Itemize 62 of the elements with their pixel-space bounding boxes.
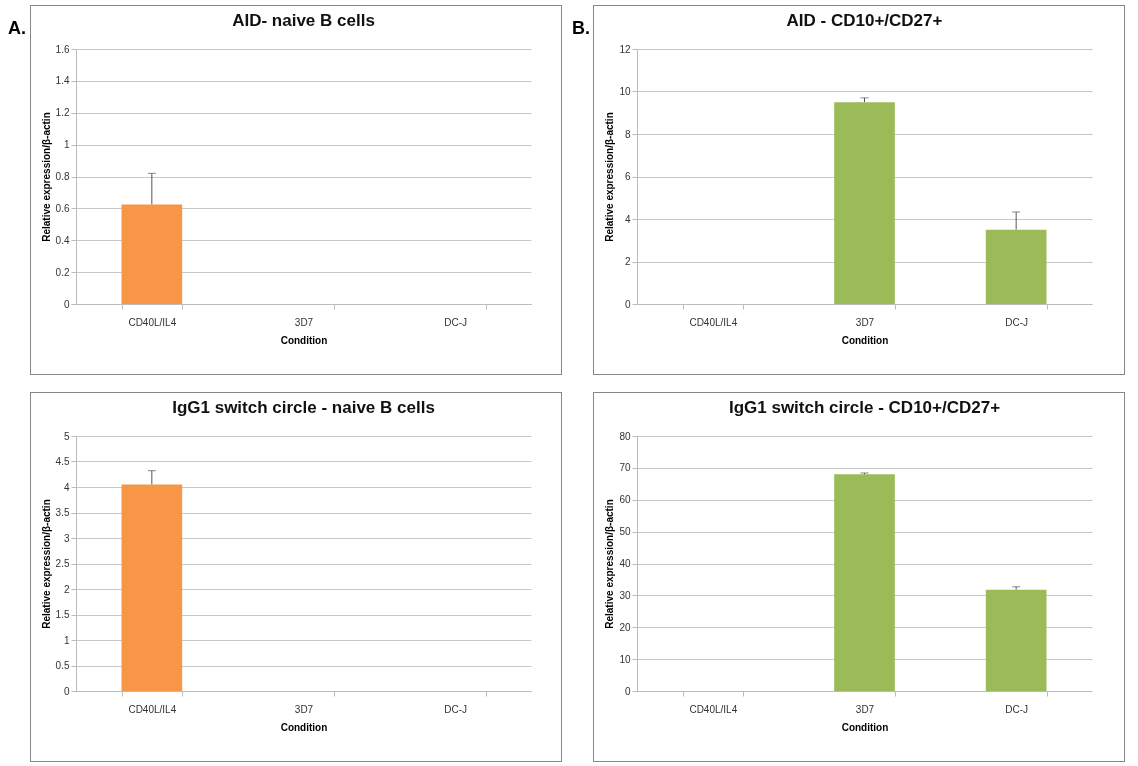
chart-title: IgG1 switch circle - CD10+/CD27+ xyxy=(728,398,1001,417)
x-tick-label: 3D7 xyxy=(294,703,314,715)
chart-title: AID- naive B cells xyxy=(232,11,375,30)
y-axis-title: Relative expression/β-actin xyxy=(604,499,616,629)
y-axis-title: Relative expression/β-actin xyxy=(604,112,616,242)
y-tick-label: 0 xyxy=(624,298,631,310)
chart-title: AID - CD10+/CD27+ xyxy=(786,11,943,30)
y-tick-label: 0.6 xyxy=(55,202,70,214)
y-tick-label: 0 xyxy=(624,685,631,697)
y-tick-label: 0 xyxy=(63,685,70,697)
y-axis-title: Relative expression/β-actin xyxy=(40,112,52,242)
y-tick-label: 8 xyxy=(624,128,631,140)
y-tick-label: 0 xyxy=(63,298,70,310)
y-tick-label: 10 xyxy=(619,86,631,97)
y-tick-label: 70 xyxy=(619,462,631,474)
y-tick-label: 60 xyxy=(619,494,631,506)
y-tick-label: 2.5 xyxy=(55,558,70,569)
y-tick-label: 4 xyxy=(63,481,70,493)
x-tick-label: CD40L/IL4 xyxy=(128,703,177,715)
y-tick-label: 3 xyxy=(63,532,70,544)
x-axis-title: Condition xyxy=(841,334,889,346)
text: A. xyxy=(8,18,26,39)
y-tick-label: 0.5 xyxy=(55,660,70,671)
x-tick-label: 3D7 xyxy=(855,316,875,328)
y-tick-label: 2 xyxy=(63,583,70,595)
y-axis-title: Relative expression/β-actin xyxy=(40,499,52,629)
y-tick-label: 0.4 xyxy=(55,234,70,246)
chart-title: IgG1 switch circle - naive B cells xyxy=(172,398,435,417)
x-tick-label: 3D7 xyxy=(294,316,314,328)
y-tick-label: 10 xyxy=(619,653,631,665)
x-axis-title: Condition xyxy=(841,721,889,733)
x-tick-label: DC-J xyxy=(1005,316,1029,328)
x-tick-label: CD40L/IL4 xyxy=(689,316,738,328)
x-tick-label: 3D7 xyxy=(855,703,875,715)
x-tick-label: DC-J xyxy=(444,316,468,328)
y-tick-label: 1.4 xyxy=(55,75,70,87)
x-tick-label: CD40L/IL4 xyxy=(689,703,738,715)
x-axis-title: Condition xyxy=(280,721,328,733)
text: B. xyxy=(572,18,590,39)
y-tick-label: 4.5 xyxy=(55,456,70,467)
y-tick-label: 1.6 xyxy=(55,43,70,55)
y-tick-label: 3.5 xyxy=(55,507,70,518)
y-tick-label: 12 xyxy=(619,43,631,55)
y-tick-label: 4 xyxy=(624,213,631,225)
y-tick-label: 80 xyxy=(619,430,631,442)
y-tick-label: 6 xyxy=(624,171,631,182)
x-tick-label: CD40L/IL4 xyxy=(128,316,177,328)
y-tick-label: 50 xyxy=(619,526,631,538)
y-tick-label: 30 xyxy=(619,589,631,601)
y-tick-label: 1.2 xyxy=(55,107,70,119)
x-tick-label: DC-J xyxy=(1005,703,1029,715)
y-tick-label: 2 xyxy=(624,256,631,267)
y-tick-label: 5 xyxy=(63,430,70,442)
x-axis-title: Condition xyxy=(280,334,328,346)
y-tick-label: 1 xyxy=(63,634,70,646)
y-tick-label: 40 xyxy=(619,558,631,569)
y-tick-label: 1 xyxy=(63,139,70,151)
y-tick-label: 1.5 xyxy=(55,609,70,620)
y-tick-label: 0.2 xyxy=(55,266,70,278)
y-tick-label: 0.8 xyxy=(55,171,70,182)
x-tick-label: DC-J xyxy=(444,703,468,715)
y-tick-label: 20 xyxy=(619,621,631,633)
